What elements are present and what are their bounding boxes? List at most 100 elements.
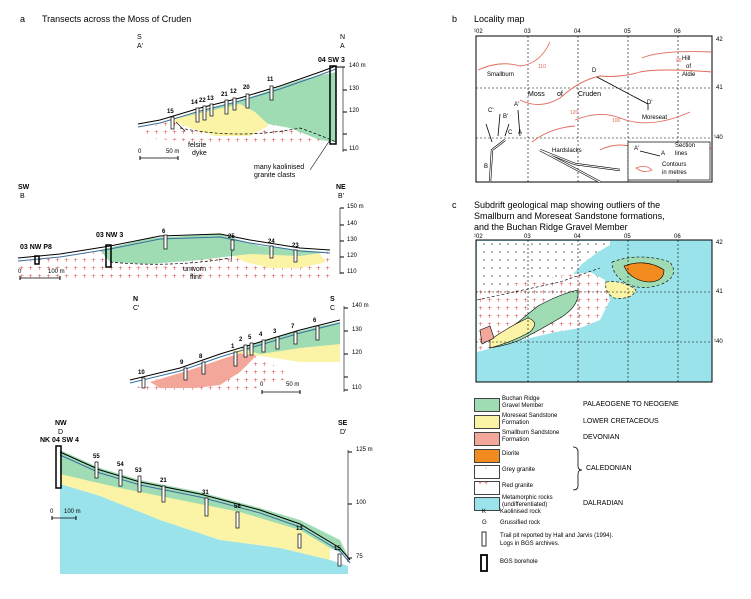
panel-c-title-line: Subdrift geological map showing outliers… (474, 200, 661, 210)
moreseat-sandstone-area (170, 99, 268, 136)
t1-elev-label: 130 (349, 86, 360, 92)
legend-symbol-label: Grussified rock (500, 520, 541, 526)
legend-symbol-key: K (482, 509, 487, 515)
t4-left-dir: NW (55, 420, 67, 427)
transect-b (17, 207, 344, 280)
t4-pit-label: 54 (117, 462, 124, 468)
t1-elev-label: 140 m (349, 63, 366, 69)
ground-surface (59, 451, 351, 561)
t1-pit-label: 11 (267, 77, 274, 83)
t4-scale-zero: 0 (50, 509, 54, 515)
t4-pit-label: 31 (202, 490, 209, 496)
section-label: C (508, 130, 513, 136)
t1-elev-label: 120 (349, 108, 360, 114)
t1-left-sec: A' (137, 43, 144, 50)
t3-elev-label: 120 (352, 350, 363, 356)
legend-symbol-label: Kaolinised rock (500, 509, 541, 515)
t1-scale-length: 50 m (166, 149, 180, 155)
t4-elev-label: 100 (356, 500, 367, 506)
t3-pit-label: 6 (313, 318, 317, 324)
grid-y-label: ¹40 (714, 339, 723, 345)
t2-scale-length: 100 m (48, 269, 65, 275)
section-label: B (484, 164, 489, 170)
t4-scale-length: 100 m (64, 509, 81, 515)
legend-swatch (474, 432, 500, 446)
map-legend-text: Contours (662, 162, 687, 168)
panel-a-letter: a (20, 14, 26, 24)
t1-pit-label: 12 (230, 89, 237, 95)
legend-borehole-text: BGS borehole (500, 559, 538, 565)
legend-trial-pit-text: Trail pit reported by Hall and Jarvis (1… (500, 533, 614, 539)
section-label: B' (503, 114, 509, 120)
t1-note: many kaolinised (254, 164, 305, 171)
legend-unit-label: Red granite (502, 483, 534, 489)
t2-elev-label: 150 m (347, 204, 364, 210)
section-label: A' (514, 102, 520, 108)
t1-pit-label: 15 (167, 109, 174, 115)
section-label: D' (647, 100, 653, 106)
t1-left-dir: S (137, 34, 142, 41)
grid-x-label: 03 (524, 29, 531, 35)
grid-x-label: ¹02 (474, 29, 483, 35)
legend-symbol-key: G (482, 520, 487, 526)
t4-pit-label: 13 (296, 526, 303, 532)
place-label: Moreseat (642, 115, 668, 121)
map-legend-text: Section (675, 143, 696, 149)
locality-map (475, 35, 713, 183)
t3-pit-label: 3 (273, 329, 277, 335)
t3-pit-label: 9 (180, 360, 184, 366)
place-label: Smallburn (487, 72, 515, 78)
legend-unit-label: Smallburn Sandstone Formation (502, 430, 560, 443)
legend-unit-label: Buchan Ridge Gravel Member (502, 396, 544, 409)
legend-trial-pit-text: Logs in BGS archives. (500, 541, 560, 547)
t3-pit-label: 2 (239, 337, 243, 343)
t3-left-sec: C' (133, 305, 140, 312)
grid-x-label: 04 (574, 234, 581, 240)
legend-unit-label: Moreseat Sandstone Formation (502, 413, 558, 426)
t3-elev-label: 110 (352, 385, 362, 391)
panel-c-title-line: and the Buchan Ridge Gravel Member (474, 222, 628, 232)
t2-elev-label: 140 (347, 221, 358, 227)
t1-note: dyke (192, 150, 207, 157)
t1-right-dir: N (340, 34, 346, 41)
contour-label: 110 (538, 64, 546, 70)
grid-x-label: ¹02 (474, 234, 483, 240)
moreseat-sandstone-area (489, 317, 535, 349)
legend-swatch: · (474, 465, 500, 479)
transect-c (129, 306, 348, 394)
t4-pit-label: 55 (93, 454, 100, 460)
grid-x-label: 06 (674, 234, 681, 240)
panel-c-title-line: Smallburn and Moreseat Sandstone formati… (474, 211, 665, 221)
t4-left-sec: D (58, 429, 64, 436)
place-label: Moss (528, 91, 545, 98)
legend-unit-label: Grey granite (502, 467, 536, 473)
buchan-gravel-area (180, 72, 336, 142)
ground-surface (129, 319, 341, 381)
geology-map (475, 239, 713, 383)
t2-pit-label: 25 (228, 234, 235, 240)
contour-label: 90 (676, 58, 682, 64)
panel-a-title: Transects across the Moss of Cruden (42, 14, 192, 24)
t2-pit-label: 23 (292, 243, 299, 249)
place-label: Aldie (682, 72, 696, 78)
t2-right-sec: B' (338, 193, 345, 200)
t3-pit-label: 1 (231, 344, 235, 350)
map-legend-text: in metres (662, 170, 687, 176)
t2-borehole-label: 03 NW 3 (96, 232, 124, 239)
grid-y-label: 41 (716, 85, 723, 91)
moreseat-sandstone-area (60, 470, 330, 560)
t1-pit-label: 21 (221, 92, 228, 98)
place-label: Cruden (578, 91, 601, 98)
t2-pit-label: 6 (162, 229, 166, 235)
grid-x-label: 06 (674, 29, 681, 35)
legend-mark: A (661, 151, 666, 157)
t4-pit-label: 58 (234, 504, 241, 510)
panel-c-letter: c (452, 200, 457, 210)
t2-borehole-label: 03 NW P8 (20, 244, 52, 251)
moreseat-sandstone-area (605, 281, 637, 299)
section-label: C' (488, 108, 494, 114)
t4-right-sec: D' (340, 429, 347, 436)
ground-surface (17, 233, 331, 259)
t4-pit-label: 21 (160, 478, 167, 484)
map-legend-text: lines (675, 151, 688, 157)
